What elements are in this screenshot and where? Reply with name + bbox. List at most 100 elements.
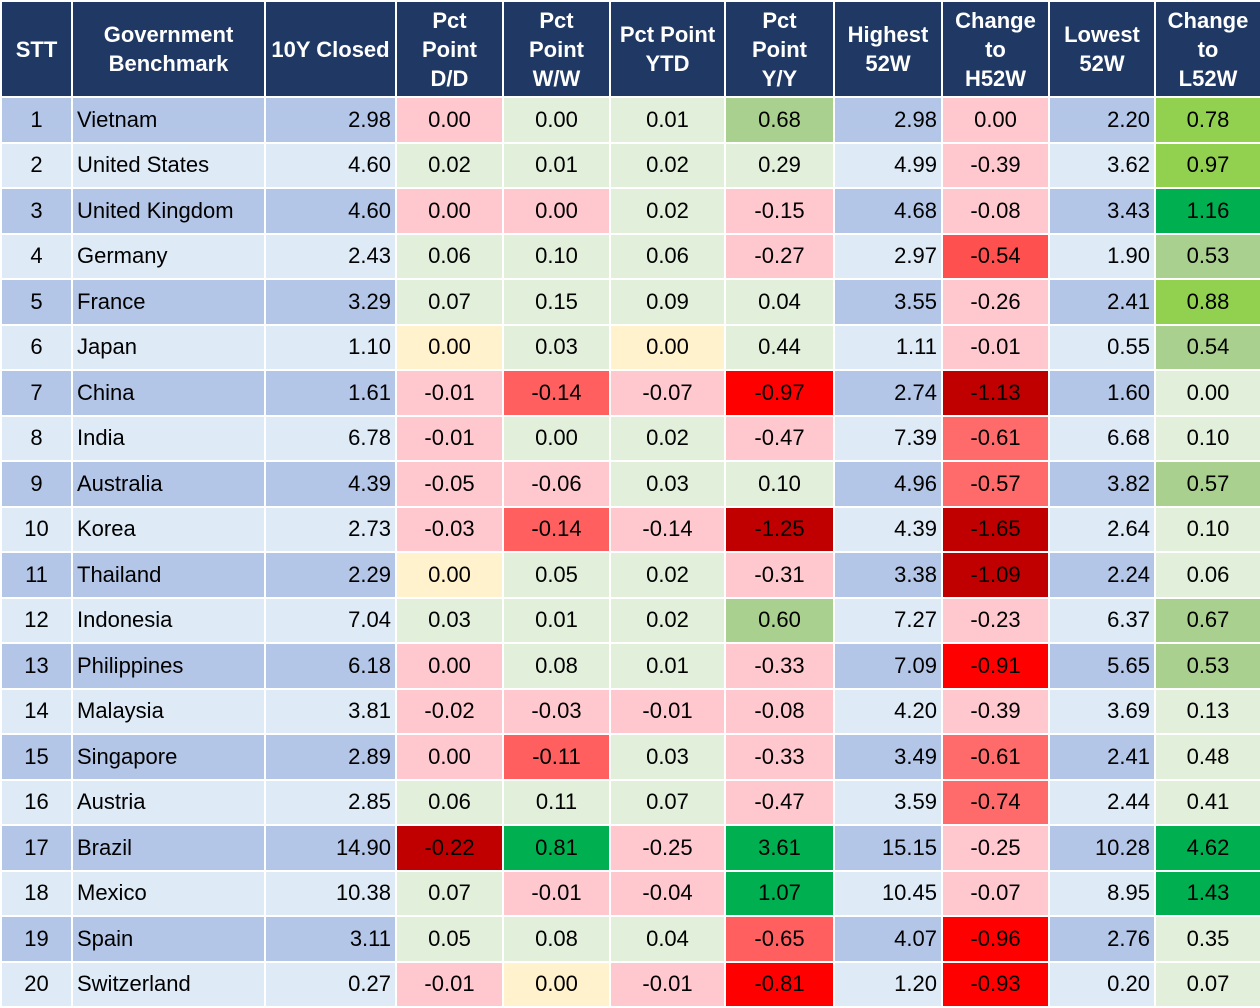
cell-ch_high: -0.26: [941, 278, 1050, 326]
cell-stt: 12: [0, 596, 73, 644]
cell-low: 2.41: [1048, 733, 1156, 781]
cell-closed: 14.90: [264, 824, 397, 872]
header-yy: Pct Point Y/Y: [724, 0, 835, 98]
cell-benchmark: Indonesia: [71, 596, 266, 644]
cell-ytd: -0.01: [609, 687, 726, 735]
cell-stt: 13: [0, 642, 73, 690]
cell-low: 1.60: [1048, 369, 1156, 417]
cell-stt: 17: [0, 824, 73, 872]
cell-high: 3.55: [833, 278, 943, 326]
cell-low: 3.43: [1048, 187, 1156, 235]
cell-ytd: -0.25: [609, 824, 726, 872]
cell-ch_high: -0.74: [941, 778, 1050, 826]
cell-benchmark: Switzerland: [71, 960, 266, 1008]
cell-dd: -0.02: [395, 687, 504, 735]
cell-yy: -0.33: [724, 642, 835, 690]
table-row: 19 Spain 3.11 0.05 0.08 0.04 -0.65 4.07 -0.96 2.7…: [0, 915, 1260, 963]
cell-yy: 0.10: [724, 460, 835, 508]
header-ch_high-line: Change: [955, 7, 1036, 33]
header-high-line: Highest: [847, 22, 929, 47]
header-closed: 10Y Closed: [264, 0, 397, 98]
header-yy-line: Pct: [762, 7, 797, 33]
cell-closed: 4.39: [264, 460, 397, 508]
header-ch_low-line: to: [1197, 36, 1219, 62]
cell-dd: -0.03: [395, 505, 504, 553]
cell-ww: -0.11: [502, 733, 611, 781]
header-dd-line: Pct: [432, 7, 467, 33]
cell-high: 10.45: [833, 869, 943, 917]
cell-yy: -0.27: [724, 232, 835, 280]
cell-low: 6.37: [1048, 596, 1156, 644]
cell-yy: -0.08: [724, 687, 835, 735]
cell-ch_low: 1.16: [1154, 187, 1260, 235]
cell-ww: 0.05: [502, 551, 611, 599]
header-stt-line: STT: [15, 36, 58, 62]
cell-benchmark: Brazil: [71, 824, 266, 872]
cell-dd: -0.22: [395, 824, 504, 872]
table-row: 7 China 1.61 -0.01 -0.14 -0.07 -0.97 2.74 -1.13 1…: [0, 369, 1260, 417]
cell-closed: 4.60: [264, 187, 397, 235]
cell-yy: 0.44: [724, 323, 835, 371]
cell-closed: 6.78: [264, 414, 397, 462]
cell-yy: -0.15: [724, 187, 835, 235]
cell-stt: 15: [0, 733, 73, 781]
header-yy-line: Point: [752, 36, 807, 62]
cell-stt: 1: [0, 96, 73, 144]
cell-benchmark: France: [71, 278, 266, 326]
cell-ytd: -0.14: [609, 505, 726, 553]
table-row: 4 Germany 2.43 0.06 0.10 0.06 -0.27 2.97 -0.54 1.…: [0, 232, 1260, 280]
cell-stt: 19: [0, 915, 73, 963]
cell-ch_high: -0.23: [941, 596, 1050, 644]
cell-closed: 6.18: [264, 642, 397, 690]
cell-low: 2.64: [1048, 505, 1156, 553]
cell-stt: 14: [0, 687, 73, 735]
cell-ch_low: 0.06: [1154, 551, 1260, 599]
cell-ytd: 0.02: [609, 187, 726, 235]
cell-ch_low: 1.43: [1154, 869, 1260, 917]
cell-ww: -0.06: [502, 460, 611, 508]
cell-ww: 0.10: [502, 232, 611, 280]
cell-closed: 7.04: [264, 596, 397, 644]
cell-yy: -0.81: [724, 960, 835, 1008]
cell-dd: 0.07: [395, 278, 504, 326]
cell-ww: 0.81: [502, 824, 611, 872]
cell-closed: 2.29: [264, 551, 397, 599]
cell-low: 2.24: [1048, 551, 1156, 599]
cell-ww: 0.03: [502, 323, 611, 371]
cell-stt: 4: [0, 232, 73, 280]
table-row: 2 United States 4.60 0.02 0.01 0.02 0.29 4.99 -0…: [0, 141, 1260, 189]
cell-ytd: 0.06: [609, 232, 726, 280]
cell-closed: 0.27: [264, 960, 397, 1008]
cell-ch_low: 0.57: [1154, 460, 1260, 508]
cell-closed: 3.29: [264, 278, 397, 326]
table-row: 13 Philippines 6.18 0.00 0.08 0.01 -0.33 7.09 -0…: [0, 642, 1260, 690]
header-ch_low: Change to L52W: [1154, 0, 1260, 98]
cell-benchmark: Japan: [71, 323, 266, 371]
cell-high: 15.15: [833, 824, 943, 872]
cell-dd: 0.03: [395, 596, 504, 644]
table-row: 15 Singapore 2.89 0.00 -0.11 0.03 -0.33 3.49 -0.…: [0, 733, 1260, 781]
cell-stt: 2: [0, 141, 73, 189]
header-closed-line: 10Y Closed: [271, 36, 390, 62]
cell-stt: 5: [0, 278, 73, 326]
cell-ytd: 0.02: [609, 414, 726, 462]
header-stt: STT: [0, 0, 73, 98]
header-ww: Pct Point W/W: [502, 0, 611, 98]
cell-stt: 18: [0, 869, 73, 917]
cell-ytd: 0.07: [609, 778, 726, 826]
cell-benchmark: China: [71, 369, 266, 417]
cell-yy: -0.97: [724, 369, 835, 417]
cell-yy: -0.47: [724, 414, 835, 462]
cell-ww: 0.11: [502, 778, 611, 826]
cell-ytd: 0.03: [609, 460, 726, 508]
cell-closed: 3.81: [264, 687, 397, 735]
header-ch_high-line: H52W: [964, 65, 1027, 91]
cell-ytd: 0.02: [609, 596, 726, 644]
cell-benchmark: Austria: [71, 778, 266, 826]
table-row: 5 France 3.29 0.07 0.15 0.09 0.04 3.55 -0.26 2.41…: [0, 278, 1260, 326]
cell-closed: 3.11: [264, 915, 397, 963]
header-high: Highest 52W: [833, 0, 943, 98]
cell-yy: -0.47: [724, 778, 835, 826]
cell-ch_high: -0.91: [941, 642, 1050, 690]
cell-benchmark: Mexico: [71, 869, 266, 917]
